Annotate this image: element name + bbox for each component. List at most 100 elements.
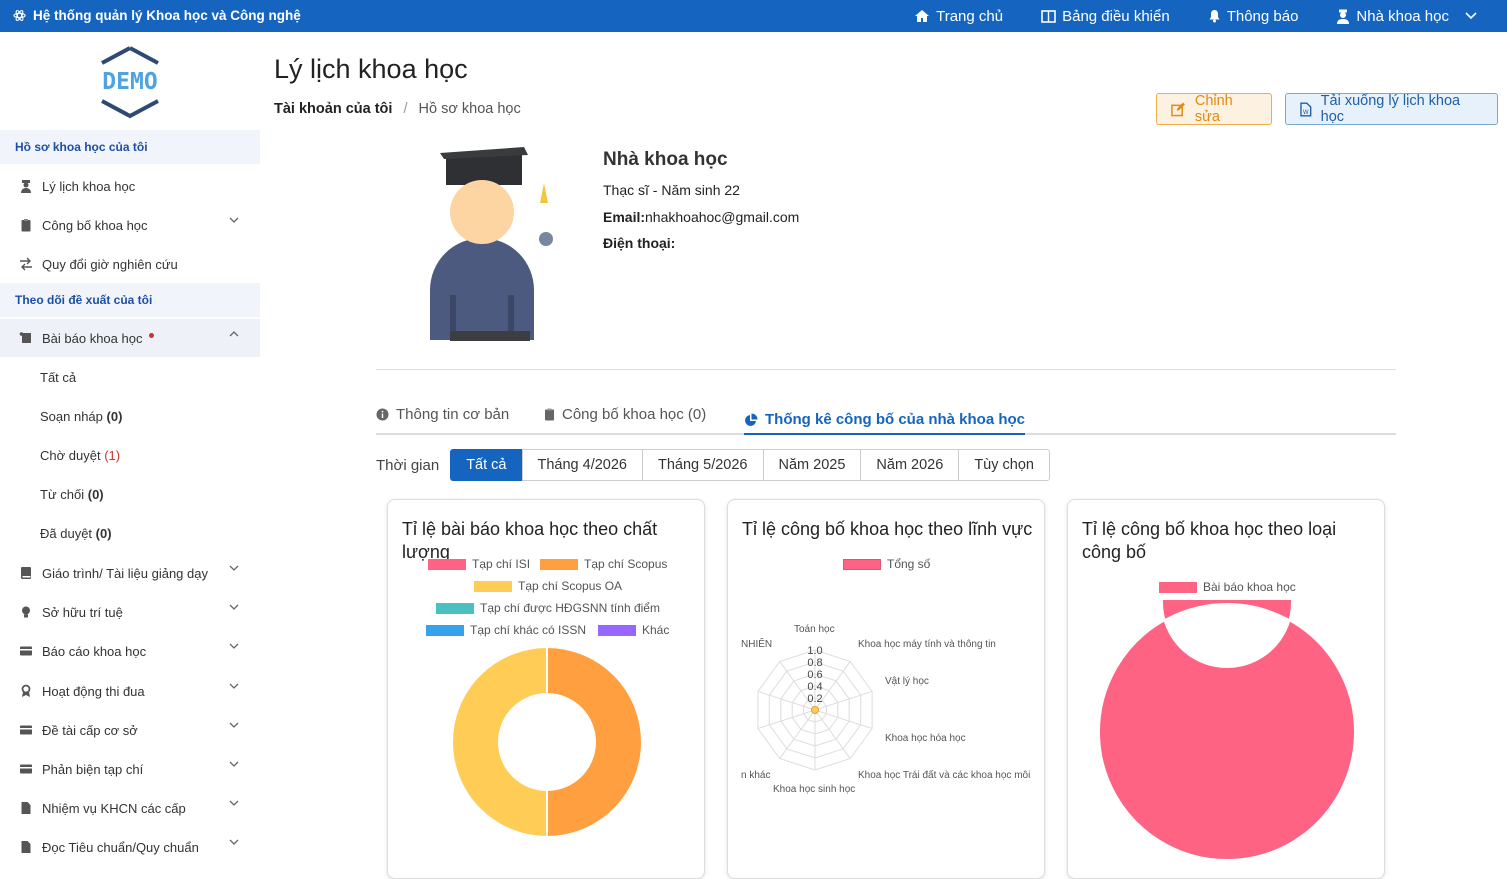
nav-dashboard-label: Bảng điều khiển [1062,7,1170,25]
sub-item-draft[interactable]: Soạn nháp (0) [40,409,122,424]
sub-item-rejected[interactable]: Từ chối (0) [40,487,104,502]
sidebar-item-articles[interactable]: Bài báo khoa học [0,319,260,357]
sidebar-item-emulation-label: Hoạt động thi đua [42,683,145,699]
sidebar-item-convert-label: Quy đổi giờ nghiên cứu [42,256,178,272]
edit-button[interactable]: Chỉnh sửa [1156,93,1272,125]
radar-spoke [757,709,816,730]
radar-spoke [814,709,873,730]
legend-scopus-swatch [540,558,578,570]
filter-year-2026[interactable]: Năm 2026 [860,449,960,481]
legend-scopus-label: Tạp chí Scopus [584,557,668,571]
legend-isi[interactable]: Tạp chí ISI [428,557,530,571]
card-icon [20,646,32,656]
dashboard-icon [1041,9,1056,23]
sidebar-item-standards[interactable]: Đọc Tiêu chuẩn/Quy chuẩn [0,828,260,866]
quality-slice-1[interactable] [546,645,643,839]
breadcrumb-root[interactable]: Tài khoản của tôi [274,101,393,117]
tab-basic-info[interactable]: Thông tin cơ bản [376,406,509,423]
nav-notifications[interactable]: Thông báo [1208,7,1299,25]
filter-custom[interactable]: Tùy chọn [958,449,1050,481]
nav-user-menu[interactable]: Nhà khoa học [1336,8,1477,25]
radar-tick-label: 0.8 [807,657,822,669]
email-label: Email: [603,209,646,225]
breadcrumb: Tài khoản của tôi / Hồ sơ khoa học [274,101,521,117]
file-icon [21,802,31,814]
sidebar-item-reports-label: Báo cáo khoa học [42,643,147,659]
legend-scopus[interactable]: Tạp chí Scopus [540,557,667,571]
tab-publications[interactable]: Công bố khoa học (0) [544,406,706,423]
sidebar-item-journal-review[interactable]: Phản biện tạp chí [0,750,260,788]
sub-item-approved[interactable]: Đã duyệt (0) [40,526,112,541]
legend-hdgsnn[interactable]: Tạp chí được HĐGSNN tính điểm [436,601,660,615]
nav-user-label: Nhà khoa học [1356,7,1449,25]
sub-pending-label: Chờ duyệt [40,448,101,463]
legend-article[interactable]: Bài báo khoa học [1159,580,1296,594]
nav-dashboard[interactable]: Bảng điều khiển [1041,8,1170,25]
chevron-down-icon [229,722,239,728]
sidebar-item-textbooks[interactable]: Giáo trình/ Tài liệu giảng dạy [0,554,260,592]
chevron-down-icon [229,839,239,845]
types-doughnut-chart [1098,600,1356,861]
legend-scopus-oa[interactable]: Tạp chí Scopus OA [474,579,622,593]
sidebar-item-emulation[interactable]: Hoạt động thi đua [0,672,260,710]
sub-rejected-label: Từ chối [40,487,85,502]
filter-year-2025[interactable]: Năm 2025 [762,449,862,481]
radar-point[interactable] [811,706,819,714]
sub-item-pending[interactable]: Chờ duyệt (1) [40,448,120,463]
sidebar-item-st-tasks[interactable]: Nhiệm vụ KHCN các cấp [0,789,260,827]
demo-logo[interactable]: DEMO [96,45,164,124]
sidebar-item-articles-label: Bài báo khoa học [42,330,143,346]
atom-icon [13,10,26,21]
quality-slice-2[interactable] [451,645,548,839]
legend-total[interactable]: Tổng số [843,557,930,571]
radar-spoke [779,661,816,711]
sub-item-all[interactable]: Tất cả [40,370,77,385]
sub-pending-count: (1) [104,448,121,463]
sidebar-item-cv[interactable]: Lý lịch khoa học [0,167,260,205]
legend-other-issn-label: Tạp chí khác có ISSN [470,623,587,637]
new-indicator-dot [149,332,155,338]
nav-home[interactable]: Trang chủ [914,8,1003,25]
breadcrumb-current: Hồ sơ khoa học [418,101,521,117]
filter-month-5-2026[interactable]: Tháng 5/2026 [642,449,764,481]
legend-other-label: Khác [642,623,670,637]
fields-radar-chart: 1.00.80.60.40.2 [757,645,873,771]
card-icon [20,764,32,774]
scientist-name: Nhà khoa học [603,149,728,170]
edit-icon [1171,102,1185,116]
app-brand[interactable]: Hệ thống quản lý Khoa học và Công nghệ [13,8,301,23]
radar-label-natural: NHIÊN [741,639,773,650]
sidebar-item-ip-label: Sở hữu trí tuệ [42,604,123,620]
sub-draft-label: Soạn nháp [40,409,103,424]
file-icon [21,841,31,853]
download-cv-button[interactable]: W Tải xuống lý lịch khoa học [1285,93,1498,125]
scholar-icon [21,180,31,193]
sidebar-item-journal-review-label: Phản biện tạp chí [42,761,144,777]
radar-label-earth: Khoa học Trái đất và các khoa học môi [858,770,1031,781]
email-value: nhakhoahoc@gmail.com [645,209,800,225]
sidebar-item-reports[interactable]: Báo cáo khoa học [0,632,260,670]
legend-other[interactable]: Khác [598,623,669,637]
nav-notifications-label: Thông báo [1226,7,1299,25]
user-icon [1337,9,1350,24]
legend-other-issn[interactable]: Tạp chí khác có ISSN [426,623,586,637]
filter-month-4-2026[interactable]: Tháng 4/2026 [521,449,643,481]
legend-other-issn-swatch [426,624,464,636]
sidebar-item-publications[interactable]: Công bố khoa học [0,206,260,244]
radar-tick-label: 0.2 [807,693,822,705]
filter-all[interactable]: Tất cả [450,449,523,481]
sub-approved-label: Đã duyệt [40,526,93,541]
tab-statistics[interactable]: Thống kê công bố của nhà khoa học [744,406,1026,435]
legend-isi-swatch [428,558,466,570]
edit-button-label: Chỉnh sửa [1194,93,1233,125]
download-button-label: Tải xuống lý lịch khoa học [1320,93,1461,125]
sidebar-item-base-projects[interactable]: Đề tài cấp cơ sở [0,711,260,749]
sidebar-item-ip[interactable]: Sở hữu trí tuệ [0,593,260,631]
logo-text: DEMO [102,69,157,95]
main-content: Lý lịch khoa học Tài khoản của tôi / Hồ … [260,32,1507,879]
clipboard-icon [21,219,31,232]
section-divider [376,369,1396,370]
radar-label-math: Toán học [794,624,835,635]
sidebar-item-convert-hours[interactable]: Quy đổi giờ nghiên cứu [0,245,260,283]
radar-label-physics: Vật lý học [885,676,929,687]
